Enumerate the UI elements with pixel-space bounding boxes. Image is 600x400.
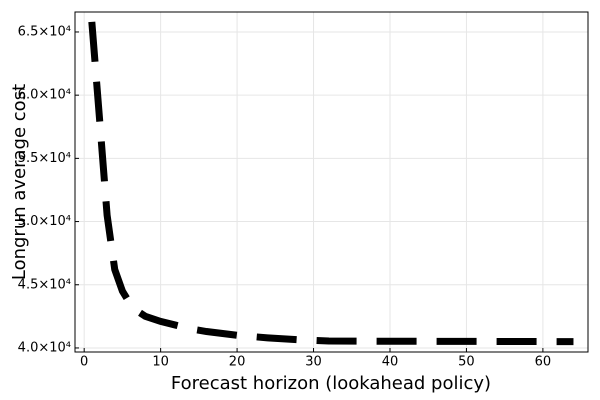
x-tick-label: 0	[80, 355, 88, 370]
y-tick-label: 6.5×10⁴	[18, 24, 71, 39]
y-tick-label: 5.0×10⁴	[18, 214, 71, 229]
plot-frame	[74, 11, 589, 353]
x-tick-label: 60	[535, 355, 552, 370]
y-tick-label: 6.0×10⁴	[18, 88, 71, 103]
y-tick-label: 4.5×10⁴	[18, 277, 71, 292]
x-tick-label: 40	[382, 355, 399, 370]
x-tick-label: 20	[229, 355, 246, 370]
x-tick-label: 10	[152, 355, 169, 370]
x-axis-label: Forecast horizon (lookahead policy)	[171, 373, 491, 394]
data-line	[88, 21, 574, 346]
y-tick-label: 5.5×10⁴	[18, 151, 71, 166]
x-tick-label: 30	[305, 355, 322, 370]
y-tick-label: 4.0×10⁴	[18, 340, 71, 355]
y-axis-label: Longrun average cost	[9, 84, 30, 280]
x-tick-label: 50	[458, 355, 475, 370]
